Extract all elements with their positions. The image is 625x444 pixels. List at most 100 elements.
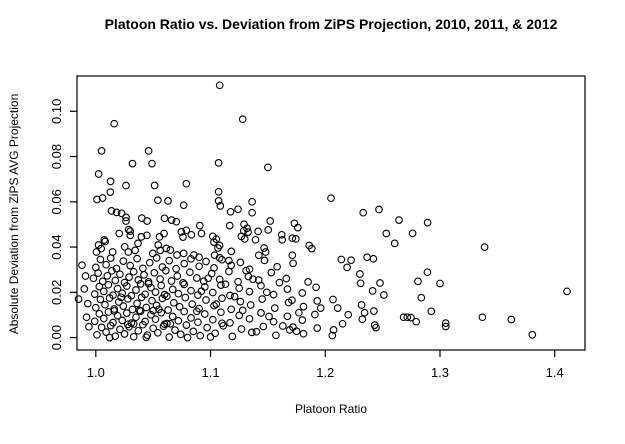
data-point [528, 330, 537, 339]
data-point [246, 301, 255, 309]
data-point [186, 268, 194, 277]
data-point [82, 313, 91, 322]
data-point [236, 297, 245, 306]
data-point [134, 276, 143, 284]
data-point [217, 308, 225, 317]
data-point [182, 226, 191, 235]
data-point [148, 249, 157, 258]
data-point [234, 205, 242, 214]
data-point [182, 321, 191, 329]
data-point [316, 304, 325, 312]
data-point [136, 280, 145, 288]
data-point [376, 279, 384, 287]
data-point [200, 310, 209, 318]
data-point [187, 314, 195, 322]
data-point [225, 221, 234, 230]
data-point [245, 287, 254, 296]
data-point [160, 229, 168, 238]
data-point [202, 257, 210, 266]
data-point [230, 292, 239, 301]
data-point [160, 320, 169, 329]
data-point [195, 262, 203, 271]
data-point [262, 288, 271, 297]
data-point [119, 257, 128, 265]
data-point [110, 119, 119, 128]
data-point [120, 242, 129, 251]
data-point [275, 278, 284, 287]
data-point [259, 322, 268, 331]
data-point [208, 315, 217, 324]
data-point [278, 235, 287, 244]
data-point [270, 304, 279, 312]
data-point [174, 289, 183, 298]
data-point [83, 299, 92, 308]
data-point [95, 309, 104, 318]
data-point [157, 281, 166, 290]
data-point [154, 241, 163, 249]
data-point [115, 229, 124, 238]
data-point [129, 267, 138, 276]
data-point [168, 285, 177, 294]
data-point [161, 266, 170, 275]
data-point [210, 301, 218, 310]
data-point [264, 226, 273, 234]
data-point [225, 267, 233, 276]
data-point [206, 333, 215, 341]
data-point [105, 333, 114, 342]
data-point [179, 278, 187, 287]
data-point [163, 292, 171, 301]
data-point [329, 326, 338, 334]
data-point [103, 271, 112, 280]
data-point [149, 324, 158, 333]
data-point [304, 278, 312, 286]
data-point [89, 274, 98, 283]
y-tick-label: 0.10 [49, 99, 64, 124]
data-point [221, 280, 230, 289]
data-point [179, 201, 188, 210]
data-point [97, 323, 106, 332]
data-point [370, 307, 378, 315]
data-point [164, 197, 172, 205]
data-point [214, 244, 222, 252]
data-point [151, 288, 160, 296]
data-point [368, 287, 377, 295]
data-point [101, 300, 109, 309]
data-point [102, 260, 110, 269]
data-point [147, 310, 155, 319]
data-point [106, 321, 115, 330]
x-tick-label: 1.2 [316, 365, 334, 380]
data-point [228, 332, 237, 341]
data-point [260, 244, 268, 252]
data-point [333, 304, 342, 312]
data-point [226, 291, 234, 300]
data-point [258, 295, 267, 303]
data-point [181, 293, 190, 302]
data-point [137, 293, 146, 302]
data-point [219, 321, 228, 330]
data-point [165, 256, 174, 265]
data-point [90, 290, 99, 298]
data-point [298, 316, 307, 324]
data-point [140, 271, 148, 279]
data-point [204, 274, 213, 283]
data-point [382, 229, 391, 238]
data-point [214, 159, 223, 167]
data-point [100, 236, 109, 244]
data-point [169, 298, 178, 307]
data-point [260, 256, 269, 265]
data-point [299, 329, 308, 338]
data-point [110, 307, 119, 315]
data-point [105, 294, 114, 302]
data-point [278, 322, 287, 330]
data-point [399, 313, 408, 322]
data-point [311, 310, 319, 319]
data-point [288, 251, 297, 260]
y-tick-label: 0.00 [49, 325, 64, 350]
data-point [288, 296, 296, 305]
data-point [195, 253, 203, 262]
data-point [238, 115, 247, 124]
data-point [116, 270, 124, 279]
data-point [160, 290, 169, 299]
data-point [124, 320, 132, 329]
data-point [313, 324, 322, 332]
